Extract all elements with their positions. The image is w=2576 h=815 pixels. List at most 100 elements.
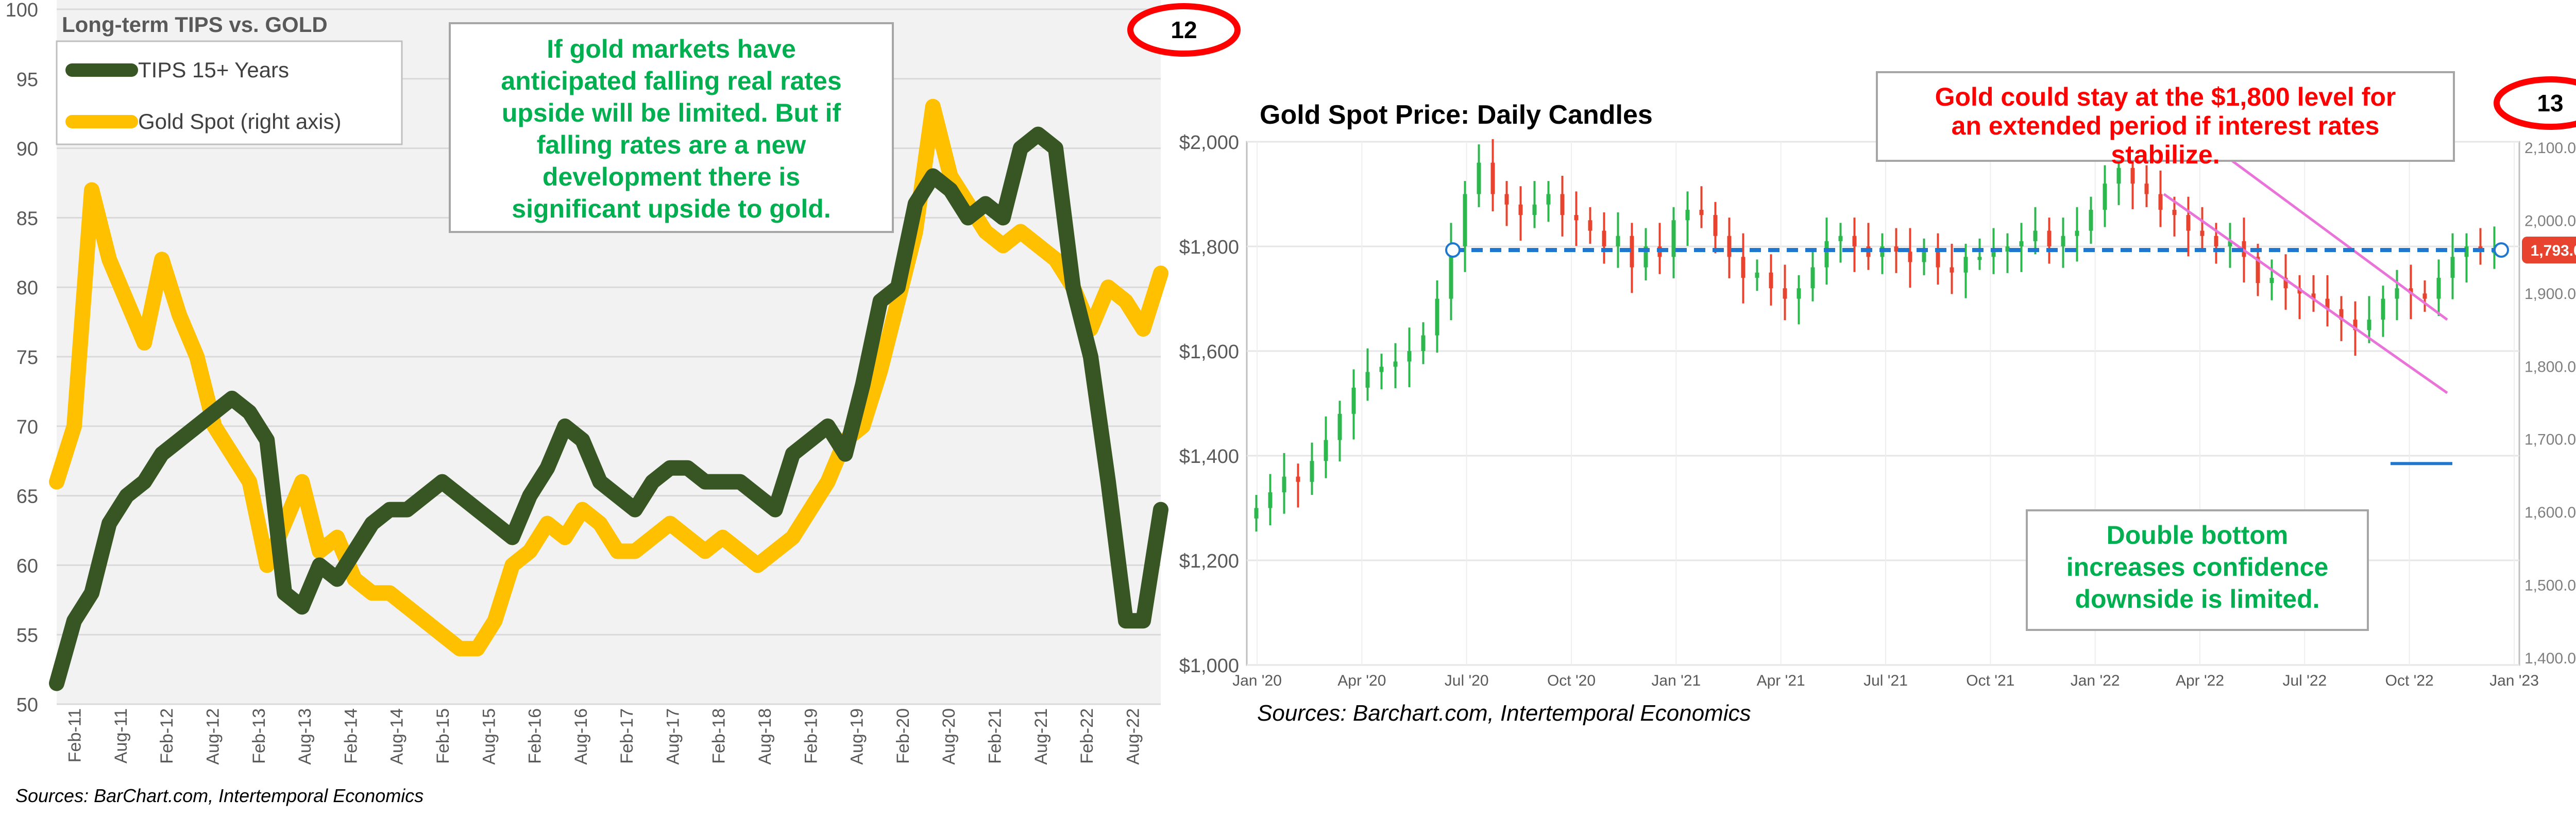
top-callout-line: an extended period if interest rates <box>1952 111 2380 140</box>
channel-lower-line <box>2163 193 2448 394</box>
candle-body <box>2381 298 2385 320</box>
candle-body <box>1421 335 1426 351</box>
candle-body <box>1324 440 1328 461</box>
reference-start-marker <box>1445 242 1461 258</box>
right-y-left-tick-label: $1,400 <box>1179 446 1239 468</box>
right-x-tick-label: Jan '22 <box>2071 672 2120 689</box>
candle-body <box>1671 220 1676 257</box>
right-y-left-tick-label: $1,600 <box>1179 341 1239 363</box>
candle-body <box>1783 288 1787 299</box>
right-y-right-tick-label: 1,800.00 <box>2524 358 2576 375</box>
candle-body <box>1463 194 1467 246</box>
candle-body <box>1963 257 1968 273</box>
candle-body <box>1254 508 1259 519</box>
badge-12: 12 <box>1127 3 1241 57</box>
candle-body <box>1936 252 1940 268</box>
candle-body <box>1268 492 1273 508</box>
candle-body <box>1824 241 1829 268</box>
right-chart: Gold Spot Price: Daily Candles $1,000$1,… <box>1179 71 2576 726</box>
candle-body <box>1393 361 1398 367</box>
candle-body <box>1643 246 1648 268</box>
left-callout-line: significant upside to gold. <box>512 194 831 223</box>
right-x-tick-label: Oct '20 <box>1547 672 1596 689</box>
right-x-tick-label: Apr '20 <box>1337 672 1386 689</box>
candle-body <box>1769 272 1773 289</box>
left-x-tick-label: Aug-17 <box>663 708 683 765</box>
right-x-tick-label: Jan '21 <box>1651 672 1701 689</box>
left-y-tick-label: 55 <box>16 625 38 646</box>
candle-body <box>1630 236 1634 268</box>
candle-body <box>1477 162 1481 194</box>
candle-body <box>1838 236 1843 241</box>
right-y-axis-left: $1,000 $1,200 $1,400 $1,600 $1,800 $2,000 <box>1179 132 1239 677</box>
left-x-tick-label: Aug-16 <box>571 708 591 765</box>
candle-body <box>1852 236 1857 246</box>
candle-body <box>1977 257 1982 260</box>
candle-body <box>1365 372 1370 388</box>
left-x-tick-label: Aug-14 <box>387 708 407 765</box>
candle-body <box>1407 351 1412 362</box>
legend-gold-label: Gold Spot (right axis) <box>138 109 342 134</box>
candle-body <box>1755 272 1759 278</box>
left-x-tick-label: Feb-21 <box>985 708 1005 764</box>
legend-tips-label: TIPS 15+ Years <box>138 58 289 82</box>
candle-body <box>1602 230 1606 246</box>
right-x-tick-label: Oct '22 <box>2385 672 2434 689</box>
candle-body <box>2019 241 2024 246</box>
left-y-tick-label: 75 <box>16 347 38 369</box>
left-x-tick-label: Aug-22 <box>1123 708 1143 765</box>
left-x-tick-label: Aug-13 <box>295 708 315 765</box>
left-x-tick-label: Aug-21 <box>1031 708 1051 765</box>
candle-body <box>1532 204 1537 215</box>
right-y-left-tick-label: $1,800 <box>1179 237 1239 258</box>
candle-body <box>1351 388 1356 414</box>
candle-body <box>1504 194 1509 205</box>
candle-body <box>2311 293 2316 299</box>
candle-body <box>1741 257 1745 278</box>
candle-body <box>1991 252 1996 257</box>
bottom-callout-line: Double bottom <box>2107 521 2289 550</box>
candle-body <box>1310 461 1314 482</box>
tips-line <box>49 126 1168 691</box>
left-x-tick-label: Feb-14 <box>341 708 361 764</box>
bottom-callout-box <box>2026 509 2369 631</box>
left-y-tick-label: 60 <box>16 555 38 577</box>
right-source: Sources: Barchart.com, Intertemporal Eco… <box>1257 701 1751 726</box>
left-y-tick-label: 65 <box>16 486 38 508</box>
left-y-tick-label: 90 <box>16 139 38 160</box>
right-y-axis-right: 1,400.00 1,500.00 1,600.00 1,700.00 1,800.00… <box>2524 140 2576 667</box>
left-x-tick-label: Feb-18 <box>709 708 729 764</box>
reference-end-marker <box>2494 242 2509 258</box>
candle-body <box>1797 288 1801 299</box>
candle-body <box>2005 246 2010 252</box>
candle-body <box>2353 320 2358 330</box>
left-x-tick-label: Feb-20 <box>893 708 913 764</box>
candle-body <box>1950 267 1954 273</box>
right-x-tick-label: Jul '21 <box>1863 672 1908 689</box>
right-y-left-tick-label: $1,000 <box>1179 655 1239 677</box>
candle-body <box>1435 298 1439 336</box>
badge-13-label: 13 <box>2537 90 2563 117</box>
left-x-tick-label: Feb-17 <box>617 708 637 764</box>
candle-body <box>1490 162 1495 194</box>
left-y-axis: 50 55 60 65 70 75 80 85 90 95 100 <box>6 0 38 716</box>
candle-body <box>1282 476 1286 493</box>
candle-body <box>2367 320 2371 330</box>
candle-body <box>2186 215 2191 231</box>
right-y-right-tick-label: 1,400.00 <box>2524 650 2576 667</box>
price-pill-label: 1,793.09 <box>2531 242 2576 259</box>
candle-body <box>1685 209 1690 221</box>
candle-body <box>1574 215 1579 221</box>
candle-body <box>2061 236 2065 246</box>
right-x-tick-label: Apr '22 <box>2176 672 2224 689</box>
bottom-callout-line: increases confidence <box>2066 553 2329 581</box>
candle-body <box>1616 236 1620 246</box>
candle-body <box>1908 252 1912 262</box>
badge-13-ellipse <box>2494 76 2576 130</box>
left-y-tick-label: 100 <box>6 0 38 21</box>
right-y-left-tick-label: $2,000 <box>1179 132 1239 154</box>
left-callout-box <box>449 22 894 233</box>
candle-body <box>2172 209 2177 215</box>
